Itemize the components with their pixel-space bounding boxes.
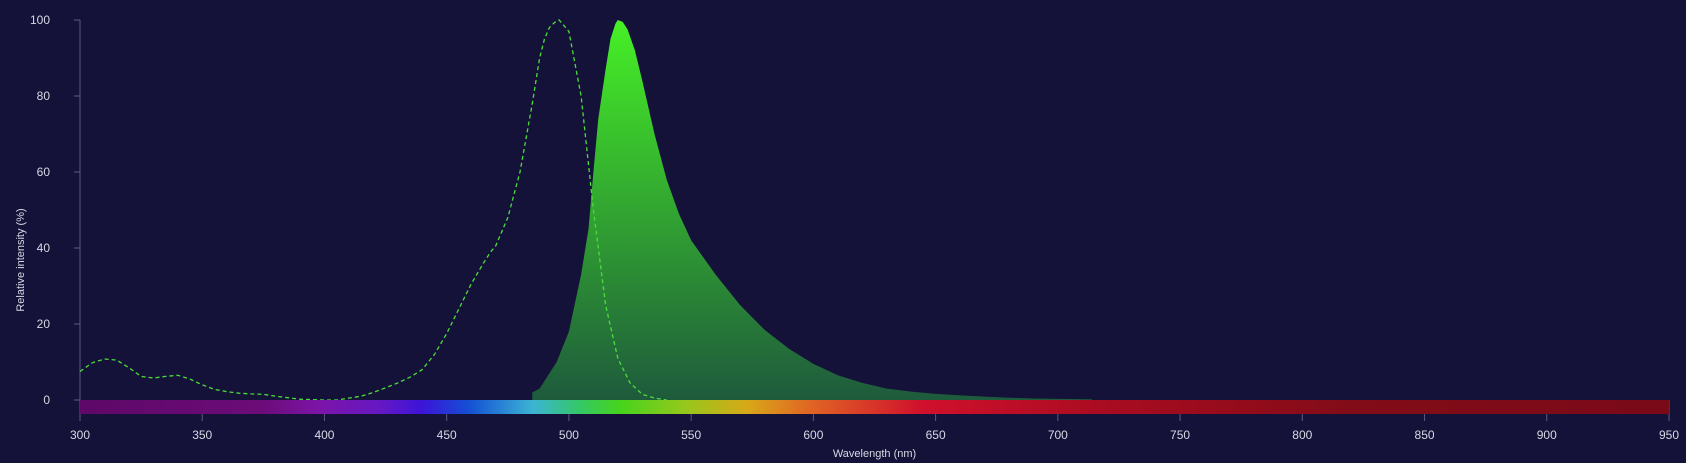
excitation-spectrum-line bbox=[79, 19, 667, 401]
x-tick-label: 650 bbox=[926, 428, 946, 442]
y-tick-label: 40 bbox=[37, 241, 51, 255]
x-tick-label: 800 bbox=[1292, 428, 1312, 442]
x-tick-label: 750 bbox=[1170, 428, 1190, 442]
y-tick-label: 20 bbox=[37, 317, 51, 331]
x-tick-label: 700 bbox=[1048, 428, 1068, 442]
y-tick-label: 60 bbox=[37, 165, 51, 179]
x-tick-label: 400 bbox=[314, 428, 334, 442]
emission-spectrum-area bbox=[532, 20, 1093, 400]
y-tick-label: 100 bbox=[30, 13, 50, 27]
y-axis: 0 20 40 60 80 100 bbox=[30, 13, 81, 416]
x-tick-label: 900 bbox=[1537, 428, 1557, 442]
y-tick-label: 0 bbox=[43, 393, 50, 407]
visible-spectrum-bar bbox=[80, 400, 1669, 414]
y-tick-label: 80 bbox=[37, 89, 51, 103]
y-axis-label: Relative intensity (%) bbox=[15, 208, 27, 311]
x-tick-label: 950 bbox=[1659, 428, 1679, 442]
x-tick-label: 600 bbox=[803, 428, 823, 442]
x-tick-label: 450 bbox=[437, 428, 457, 442]
x-tick-label: 300 bbox=[70, 428, 90, 442]
x-tick-label: 500 bbox=[559, 428, 579, 442]
x-tick-label: 550 bbox=[681, 428, 701, 442]
x-axis-label: Wavelength (nm) bbox=[833, 448, 916, 460]
x-tick-label: 850 bbox=[1415, 428, 1435, 442]
x-tick-label: 350 bbox=[192, 428, 212, 442]
